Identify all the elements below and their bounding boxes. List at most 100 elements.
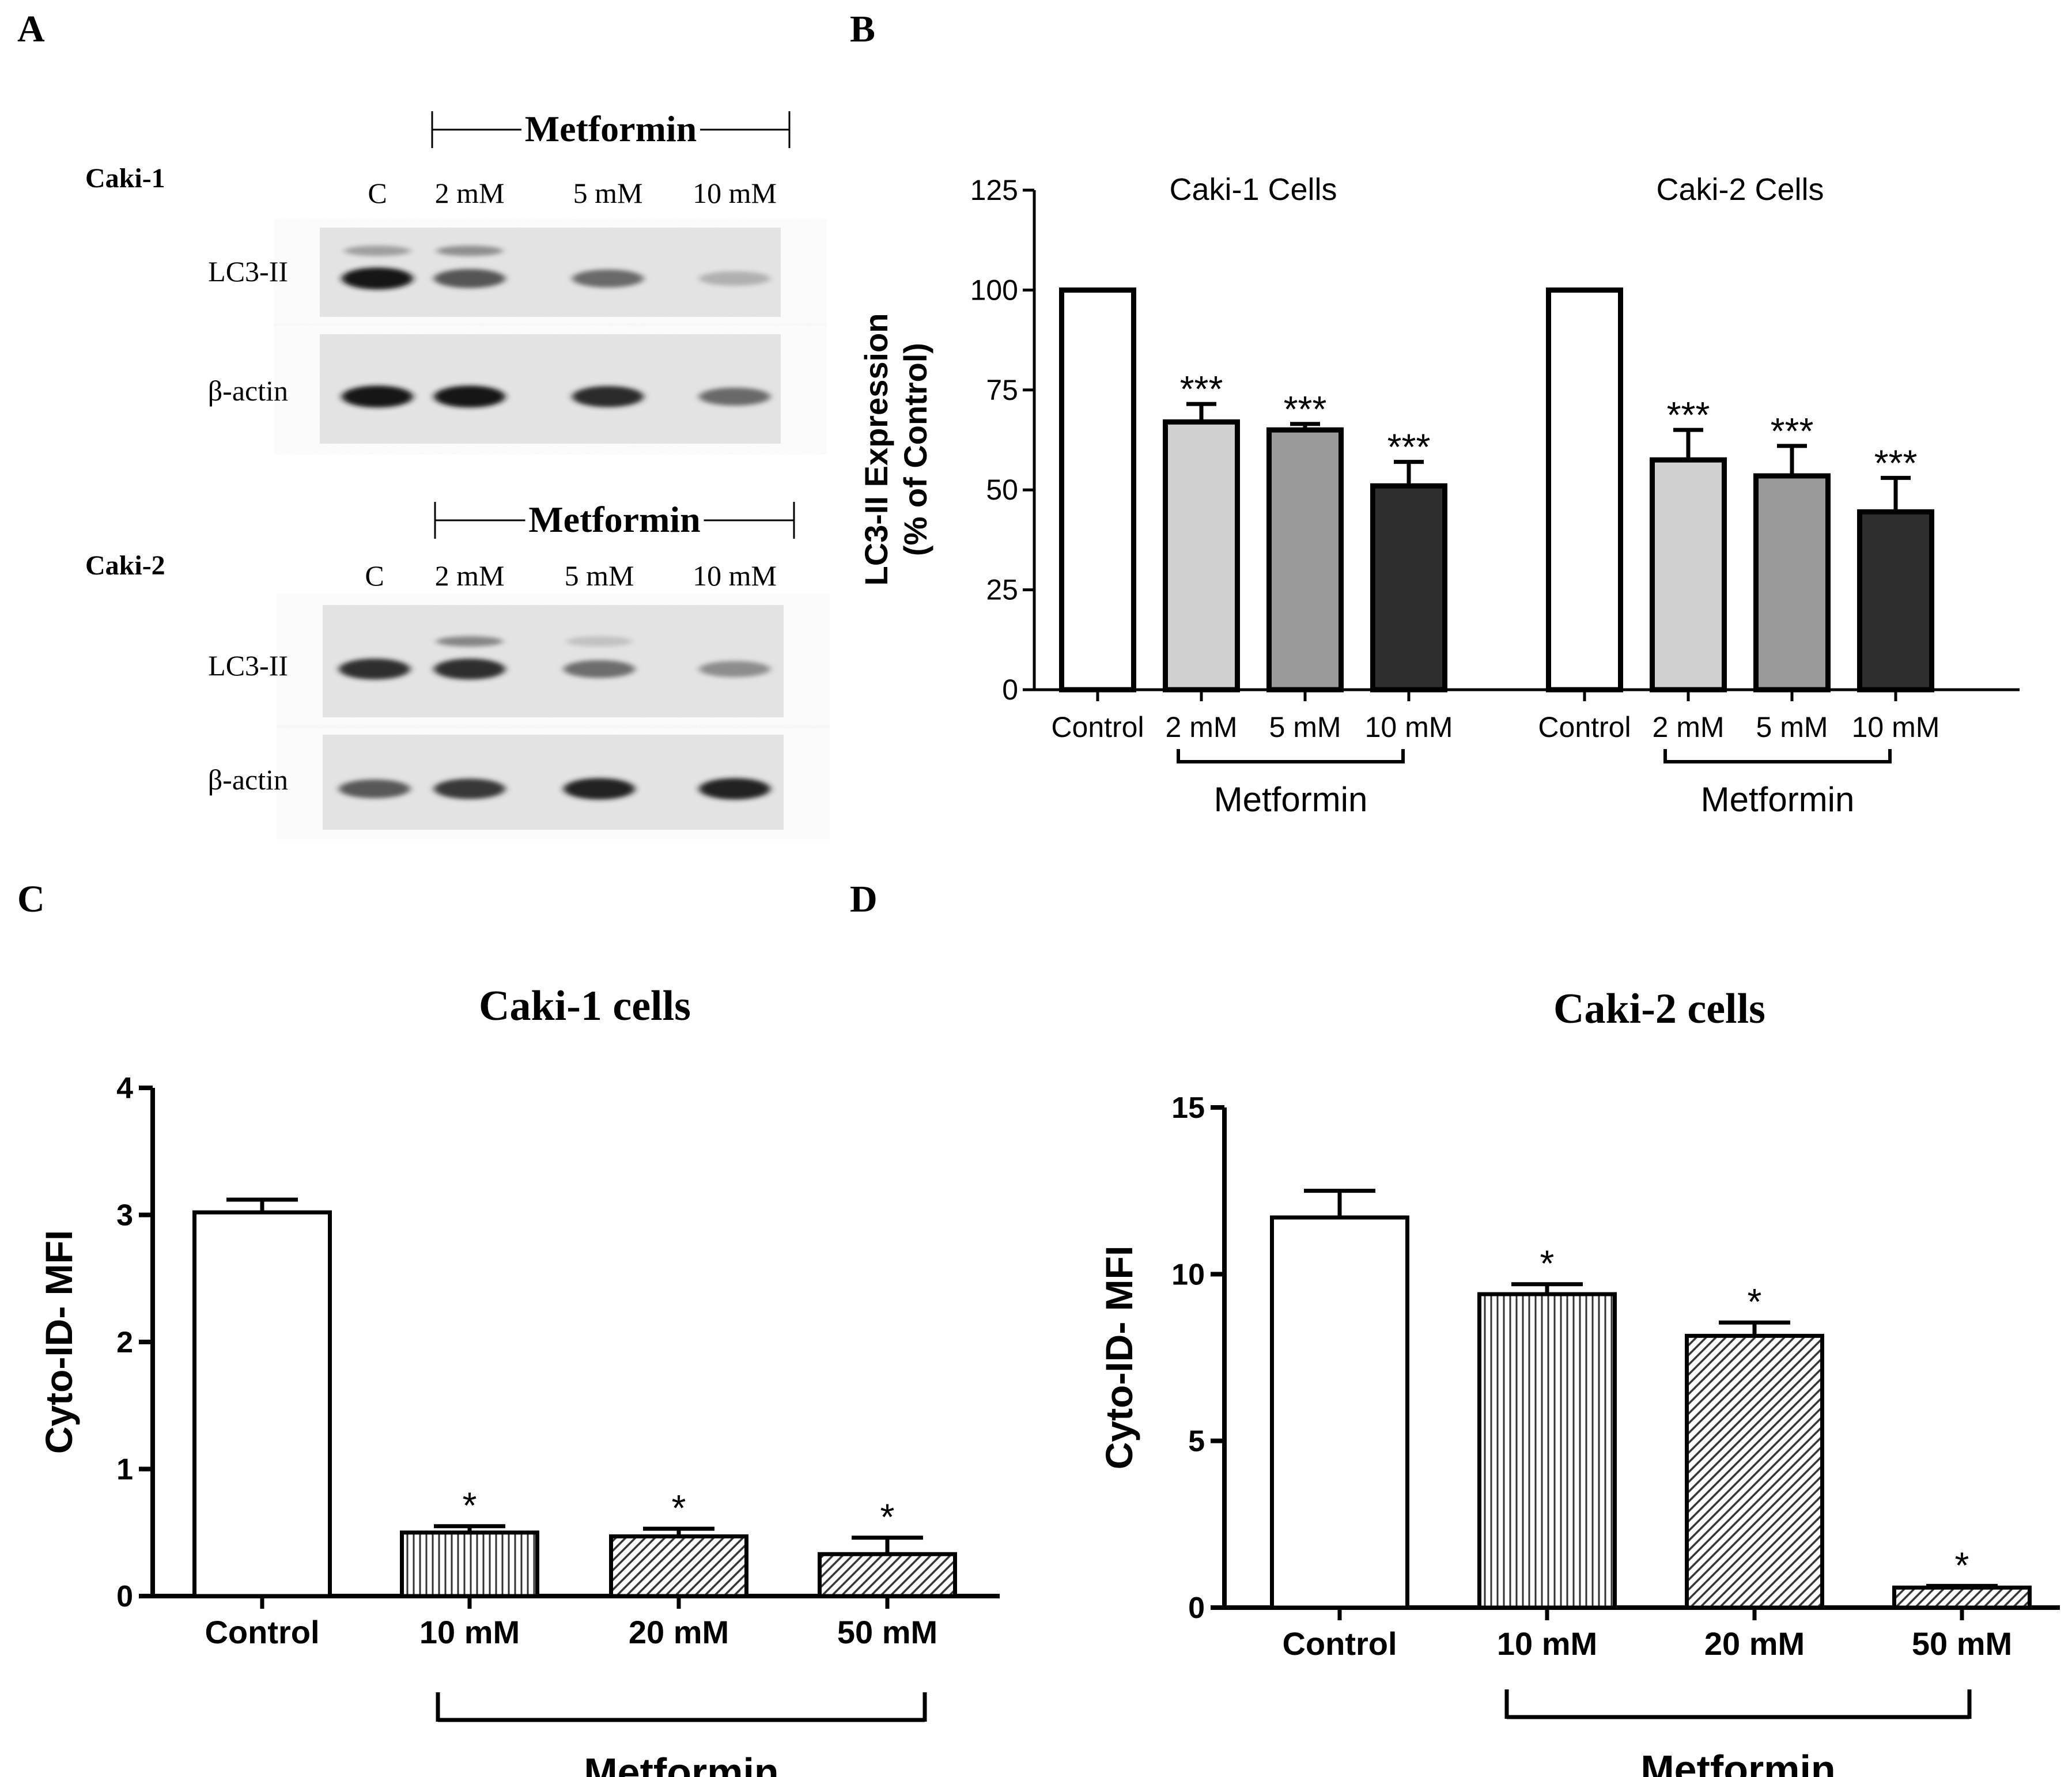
blot-band [564,660,635,678]
blot-band [342,385,413,408]
blot-band [434,659,505,680]
blot-treatment-label: Metformin [528,499,701,540]
significance-marker: * [1955,1544,1969,1586]
blot-band-upper [344,245,411,256]
y-tick-label: 125 [970,174,1018,206]
blot-band [339,779,410,799]
y-tick-label: 0 [1002,674,1018,706]
x-tick-label: 2 mM [1166,711,1238,743]
blot-band [564,778,635,800]
group-title: Caki-1 Cells [1169,172,1337,207]
x-tick-label: Control [1282,1625,1397,1662]
x-tick-label: Control [1538,711,1631,743]
y-tick-label: 100 [970,274,1018,306]
x-tick-label: 5 mM [1756,711,1828,743]
x-tick-label: Control [205,1614,319,1650]
y-axis-label: LC3-II Expression(% of Control) [858,313,933,585]
significance-marker: *** [1387,426,1431,468]
significance-marker: *** [1874,442,1918,483]
blot-band-upper [436,636,503,647]
y-axis-label-line2: (% of Control) [897,343,933,556]
y-tick-label: 4 [116,1072,133,1105]
chart-title: Caki-2 cells [1553,985,1765,1033]
x-tick-label: 10 mM [419,1614,520,1650]
y-axis-label: Cyto-ID- MFI [1098,1246,1140,1470]
x-tick-label: 20 mM [1704,1625,1805,1662]
blot-band [434,385,505,408]
bar [609,1534,748,1598]
x-axis-label: Metformin [1640,1747,1835,1777]
blot-band [339,659,410,680]
blot-treatment-label: Metformin [525,108,697,149]
blot-band [699,661,770,678]
bar [1685,1333,1824,1610]
chart-title: Caki-1 cells [479,982,691,1030]
blot-lane-label: C [365,559,384,592]
bar-group-1: Caki-1 Cells Control *** 2 mM *** 5 mM *** 10 m… [1051,172,1453,819]
significance-marker: * [1540,1243,1555,1284]
western-blot-panel: Caki-1 Metformin C 2 mM 5 mM 10 mM LC3-II β-act… [85,108,795,830]
bar [1650,457,1727,693]
panel-label-d: D [850,878,878,920]
x-tick-label: 10 mM [1497,1625,1597,1662]
y-tick-label: 10 [1171,1258,1205,1291]
blot-band [699,387,770,406]
y-tick-label: 3 [116,1199,133,1232]
y-tick-label: 50 [986,474,1018,506]
significance-marker: * [672,1487,686,1529]
blot-band [434,269,505,288]
significance-marker: *** [1771,410,1814,452]
x-tick-label: 20 mM [629,1614,729,1650]
blot-row-label: β-actin [208,763,288,796]
bar [1370,483,1447,693]
x-tick-label: Control [1051,711,1144,743]
y-tick-label: 2 [116,1326,133,1359]
blot-lane-label: 10 mM [693,559,777,592]
group-title: Caki-2 Cells [1656,172,1824,207]
blot-band-upper [566,636,633,647]
blot-band [699,271,770,286]
blot-lane-label: 2 mM [435,559,505,592]
bar [1059,287,1136,693]
panel-label-c: C [17,878,45,920]
blot-band [572,386,644,407]
bar [1270,1215,1409,1610]
bar [192,1210,332,1598]
blot-band [342,267,413,290]
x-tick-label: 50 mM [1912,1625,2012,1662]
blot-caki-2: Caki-2 Metformin C 2 mM 5 mM 10 mM LC3-II β-act… [85,499,795,830]
blot-band [572,269,644,288]
panel-label-a: A [17,8,45,50]
x-tick-label: 10 mM [1365,711,1453,743]
bar [1477,1292,1617,1610]
blot-lane-label: 5 mM [573,177,643,209]
blot-caki-1: Caki-1 Metformin C 2 mM 5 mM 10 mM LC3-II β-act… [85,108,791,444]
y-axis-label: Cyto-ID- MFI [37,1230,80,1454]
blot-cell-line: Caki-1 [85,163,165,194]
blot-band [699,778,770,800]
x-tick-label: 10 mM [1852,711,1940,743]
y-tick-label: 15 [1171,1091,1205,1125]
x-tick-label: 50 mM [837,1614,937,1650]
bar [1546,287,1623,693]
bar [1857,509,1934,693]
blot-band [434,778,505,799]
x-tick-label: 5 mM [1269,711,1341,743]
bar [1266,427,1344,693]
blot-strip-texture [323,605,784,717]
chart-caki1-cytoid: Caki-1 cells 0 1 2 3 4 Cyto-ID- MFI Control * 10 … [37,982,1000,1777]
blot-lane-label: 10 mM [693,177,777,209]
significance-marker: *** [1284,388,1327,430]
panel-label-b: B [850,8,875,50]
x-tick-label: 2 mM [1653,711,1725,743]
bar [400,1530,539,1598]
blot-row-label: LC3-II [208,255,288,288]
bar [1163,419,1240,693]
x-axis-label: Metformin [584,1750,778,1777]
bar-group-2: Caki-2 Cells Control *** 2 mM *** 5 mM *** 10 m… [1538,172,1939,819]
metformin-label: Metformin [1214,780,1368,819]
y-tick-label: 1 [116,1453,133,1487]
blot-cell-line: Caki-2 [85,550,165,581]
bar [1892,1585,2032,1610]
blot-lane-label: 5 mM [565,559,634,592]
